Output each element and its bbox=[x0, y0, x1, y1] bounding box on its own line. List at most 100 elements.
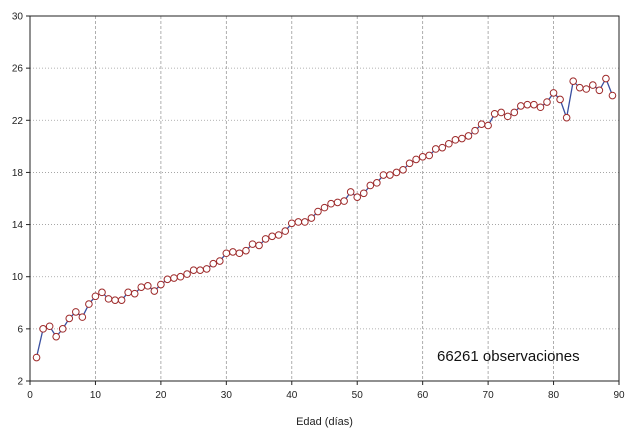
data-point bbox=[170, 274, 178, 282]
data-point bbox=[595, 86, 604, 95]
y-tick-label: 26 bbox=[12, 64, 24, 75]
plot-frame bbox=[29, 15, 620, 382]
data-point bbox=[287, 219, 296, 228]
data-point bbox=[510, 108, 519, 117]
data-point bbox=[366, 181, 375, 190]
y-tick-label: 14 bbox=[12, 220, 24, 231]
data-point bbox=[497, 108, 506, 117]
data-point bbox=[320, 203, 329, 212]
data-point bbox=[458, 134, 466, 143]
data-point bbox=[65, 314, 74, 323]
data-point bbox=[104, 295, 113, 303]
data-point bbox=[608, 91, 617, 100]
data-point bbox=[39, 325, 47, 333]
data-point bbox=[281, 227, 290, 235]
data-point bbox=[222, 249, 231, 258]
data-point bbox=[157, 280, 165, 289]
data-point bbox=[484, 121, 492, 130]
data-point bbox=[543, 98, 551, 106]
data-point bbox=[589, 81, 597, 89]
y-tick-label: 2 bbox=[17, 377, 23, 388]
x-tick-label: 60 bbox=[417, 390, 429, 401]
data-point bbox=[176, 272, 185, 281]
x-axis-label: Edad (días) bbox=[296, 416, 353, 428]
data-point bbox=[117, 296, 126, 304]
x-tick-label: 20 bbox=[155, 390, 167, 401]
x-tick-label: 90 bbox=[613, 390, 625, 401]
data-point bbox=[294, 218, 303, 226]
x-tick-label: 0 bbox=[27, 390, 33, 401]
y-tick-label: 22 bbox=[12, 116, 24, 127]
data-point bbox=[530, 100, 538, 109]
data-point bbox=[477, 120, 486, 128]
data-point bbox=[386, 171, 394, 179]
data-point bbox=[189, 266, 198, 274]
data-point bbox=[268, 232, 276, 241]
y-tick-label: 30 bbox=[12, 12, 24, 23]
data-point bbox=[503, 112, 512, 121]
data-point bbox=[215, 257, 224, 265]
data-point bbox=[575, 83, 584, 92]
data-point bbox=[242, 246, 250, 255]
data-point bbox=[431, 145, 440, 153]
x-tick-label: 10 bbox=[90, 390, 102, 401]
data-point bbox=[359, 189, 368, 198]
data-point bbox=[307, 214, 316, 222]
data-point bbox=[536, 103, 545, 112]
data-point bbox=[209, 259, 218, 268]
y-tick-label: 18 bbox=[12, 168, 24, 179]
data-point bbox=[333, 198, 342, 207]
data-point bbox=[150, 287, 159, 295]
data-point bbox=[451, 136, 460, 144]
data-point bbox=[85, 300, 93, 308]
data-point bbox=[418, 152, 427, 161]
x-tick-label: 40 bbox=[286, 390, 298, 401]
x-tick-label: 70 bbox=[483, 390, 495, 401]
data-point bbox=[517, 102, 525, 110]
data-point bbox=[438, 143, 447, 152]
data-point bbox=[523, 100, 532, 109]
data-point bbox=[261, 235, 270, 243]
data-point bbox=[196, 266, 204, 274]
data-point bbox=[412, 155, 420, 164]
data-point bbox=[582, 85, 591, 93]
data-point bbox=[163, 275, 172, 284]
observations-annotation: 66261 observaciones bbox=[437, 348, 580, 365]
plot-area bbox=[32, 74, 617, 362]
data-point bbox=[301, 218, 309, 226]
y-tick-label: 6 bbox=[17, 324, 23, 335]
data-point bbox=[111, 296, 119, 304]
x-tick-label: 30 bbox=[221, 390, 233, 401]
data-point bbox=[340, 197, 348, 205]
data-point bbox=[58, 325, 67, 333]
data-point bbox=[130, 289, 139, 298]
y-tick-label: 10 bbox=[12, 272, 24, 283]
data-point bbox=[392, 168, 401, 177]
data-point bbox=[183, 270, 191, 278]
data-point bbox=[405, 159, 414, 168]
data-point bbox=[32, 353, 41, 362]
data-point bbox=[379, 171, 388, 179]
data-point bbox=[327, 199, 335, 208]
data-point bbox=[569, 77, 577, 85]
data-point bbox=[202, 265, 211, 273]
data-point bbox=[556, 95, 564, 104]
data-point bbox=[274, 231, 283, 239]
data-point bbox=[445, 139, 453, 148]
data-point bbox=[399, 166, 407, 174]
data-point bbox=[248, 240, 257, 248]
grid-lines bbox=[30, 16, 619, 381]
data-point bbox=[78, 313, 87, 321]
data-point bbox=[91, 292, 100, 301]
data-point bbox=[314, 207, 322, 216]
axes bbox=[26, 15, 620, 385]
data-point bbox=[471, 126, 479, 135]
data-point bbox=[137, 283, 146, 291]
x-tick-label: 50 bbox=[352, 390, 364, 401]
data-point bbox=[98, 288, 106, 297]
data-point bbox=[45, 322, 54, 331]
data-point bbox=[602, 74, 610, 83]
data-point bbox=[562, 113, 571, 122]
data-point bbox=[255, 241, 263, 250]
